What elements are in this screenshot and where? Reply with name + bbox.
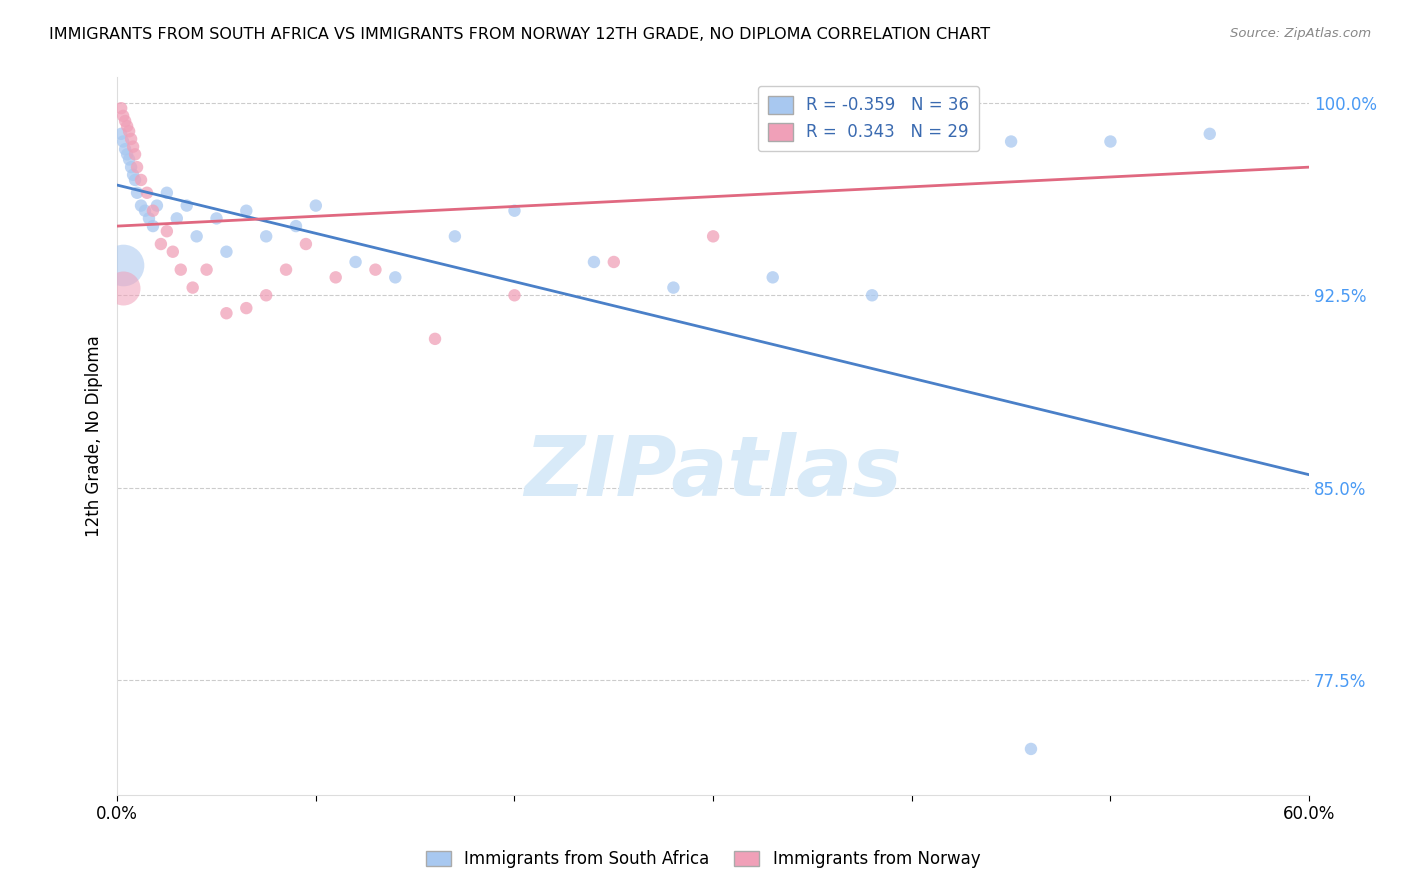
- Point: [384, 270, 406, 285]
- Legend: Immigrants from South Africa, Immigrants from Norway: Immigrants from South Africa, Immigrants…: [419, 844, 987, 875]
- Point: [603, 255, 626, 269]
- Point: [129, 198, 152, 212]
- Point: [129, 173, 152, 187]
- Point: [136, 186, 159, 200]
- Point: [166, 211, 188, 226]
- Point: [582, 255, 605, 269]
- Point: [124, 173, 146, 187]
- Point: [112, 135, 135, 149]
- Legend: R = -0.359   N = 36, R =  0.343   N = 29: R = -0.359 N = 36, R = 0.343 N = 29: [758, 86, 979, 152]
- Point: [162, 244, 184, 259]
- Point: [1019, 742, 1042, 756]
- Point: [115, 147, 138, 161]
- Point: [215, 244, 238, 259]
- Point: [195, 262, 218, 277]
- Point: [503, 203, 526, 218]
- Point: [122, 168, 145, 182]
- Point: [115, 119, 138, 133]
- Point: [114, 142, 136, 156]
- Point: [186, 229, 208, 244]
- Point: [364, 262, 387, 277]
- Point: [325, 270, 347, 285]
- Point: [112, 109, 135, 123]
- Point: [181, 280, 204, 294]
- Point: [134, 203, 156, 218]
- Point: [125, 186, 148, 200]
- Text: Source: ZipAtlas.com: Source: ZipAtlas.com: [1230, 27, 1371, 40]
- Point: [423, 332, 446, 346]
- Point: [176, 198, 198, 212]
- Point: [114, 114, 136, 128]
- Point: [149, 237, 172, 252]
- Point: [444, 229, 467, 244]
- Point: [1099, 135, 1122, 149]
- Point: [254, 288, 277, 302]
- Point: [344, 255, 367, 269]
- Point: [112, 258, 135, 272]
- Point: [118, 124, 141, 138]
- Point: [503, 288, 526, 302]
- Y-axis label: 12th Grade, No Diploma: 12th Grade, No Diploma: [86, 335, 103, 537]
- Point: [215, 306, 238, 320]
- Point: [274, 262, 297, 277]
- Text: IMMIGRANTS FROM SOUTH AFRICA VS IMMIGRANTS FROM NORWAY 12TH GRADE, NO DIPLOMA CO: IMMIGRANTS FROM SOUTH AFRICA VS IMMIGRAN…: [49, 27, 990, 42]
- Point: [120, 160, 142, 174]
- Point: [205, 211, 228, 226]
- Point: [142, 219, 165, 233]
- Point: [285, 219, 308, 233]
- Point: [110, 101, 132, 115]
- Point: [860, 288, 883, 302]
- Point: [122, 139, 145, 153]
- Point: [156, 186, 179, 200]
- Point: [138, 211, 160, 226]
- Point: [235, 301, 257, 315]
- Point: [142, 203, 165, 218]
- Point: [146, 198, 169, 212]
- Point: [112, 280, 135, 294]
- Point: [762, 270, 785, 285]
- Point: [254, 229, 277, 244]
- Point: [1198, 127, 1220, 141]
- Point: [110, 127, 132, 141]
- Point: [124, 147, 146, 161]
- Point: [295, 237, 318, 252]
- Point: [120, 132, 142, 146]
- Point: [662, 280, 685, 294]
- Point: [235, 203, 257, 218]
- Text: ZIPatlas: ZIPatlas: [524, 432, 903, 513]
- Point: [170, 262, 193, 277]
- Point: [1000, 135, 1022, 149]
- Point: [118, 153, 141, 167]
- Point: [305, 198, 328, 212]
- Point: [156, 224, 179, 238]
- Point: [702, 229, 724, 244]
- Point: [125, 160, 148, 174]
